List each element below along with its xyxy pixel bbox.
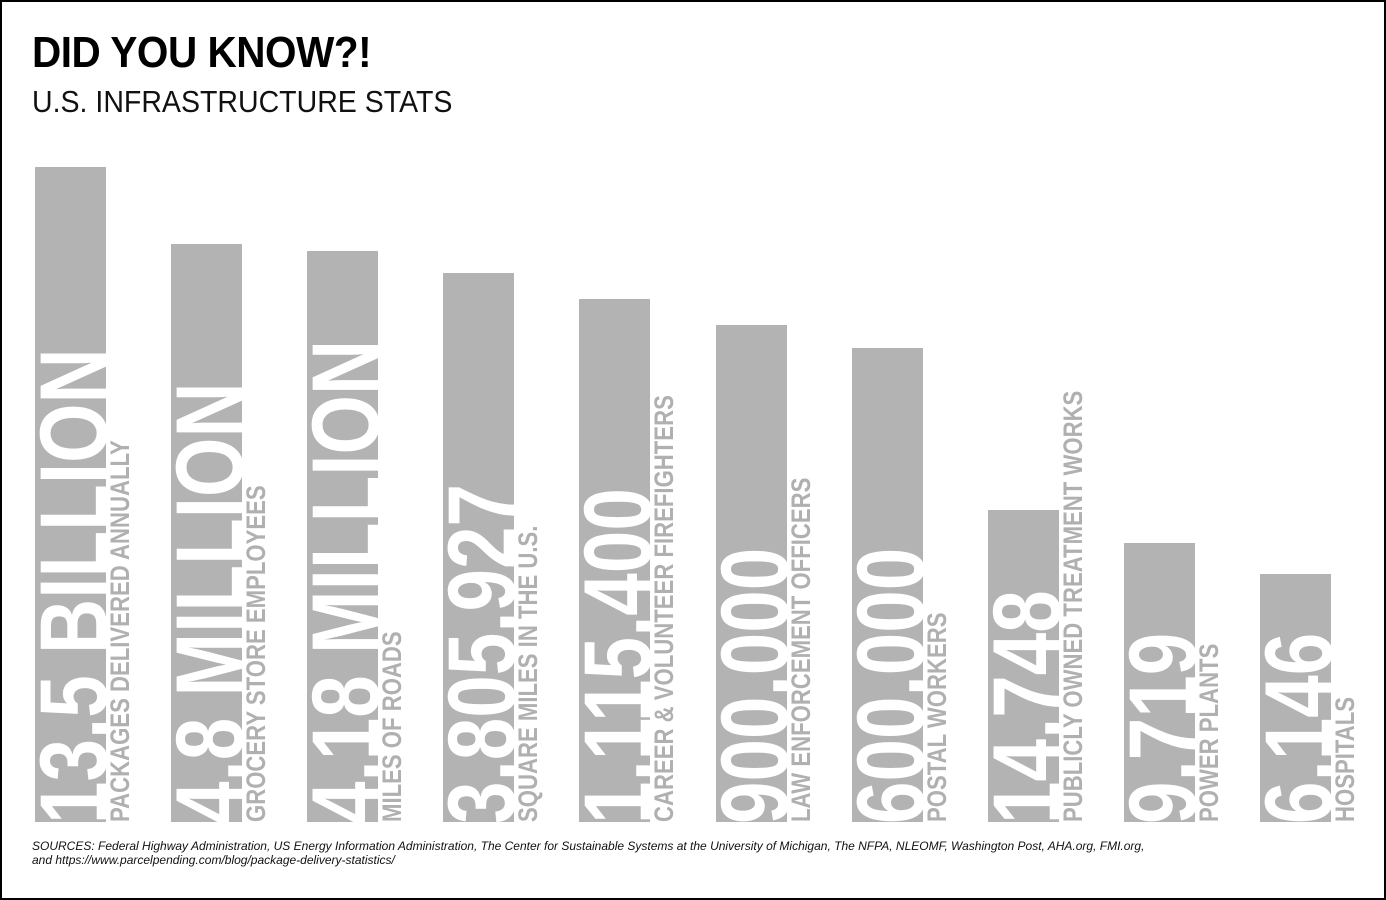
- bar: 9,719: [1124, 543, 1195, 822]
- page-subtitle: U.S. INFRASTRUCTURE STATS: [32, 84, 453, 119]
- bar-value-label: 4.8 MILLION: [171, 382, 242, 822]
- bar-category-label: SQUARE MILES IN THE U.S.: [513, 525, 543, 822]
- bar-value-label: 3,805,927: [443, 483, 514, 822]
- bar-category-label: PUBLICLY OWNED TREATMENT WORKS: [1058, 390, 1088, 822]
- bar: 900,000: [716, 325, 787, 822]
- bar: 14,748: [988, 510, 1059, 822]
- bar-category-label: POSTAL WORKERS: [922, 612, 952, 822]
- bar-category-label: HOSPITALS: [1330, 696, 1360, 822]
- sources-line-1: SOURCES: Federal Highway Administration,…: [32, 839, 1145, 853]
- bar-category-label: LAW ENFORCEMENT OFFICERS: [786, 477, 816, 822]
- bar-value-label: 1,115,400: [579, 488, 650, 822]
- bar: 13.5 BILLION: [35, 167, 106, 822]
- sources-note: SOURCES: Federal Highway Administration,…: [32, 839, 1232, 867]
- bar-category-label: GROCERY STORE EMPLOYEES: [241, 485, 271, 822]
- bar-category-label: POWER PLANTS: [1194, 643, 1224, 822]
- bar: 4.18 MILLION: [307, 251, 378, 822]
- bar-value-label: 600,000: [852, 547, 923, 822]
- bar-value-label: 900,000: [716, 547, 787, 822]
- bar-value-label: 4.18 MILLION: [307, 339, 378, 822]
- bar: 4.8 MILLION: [171, 244, 242, 822]
- bar: 6,146: [1260, 574, 1331, 822]
- bar-category-label: MILES OF ROADS: [377, 631, 407, 822]
- bar-value-label: 13.5 BILLION: [35, 348, 106, 822]
- bar: 1,115,400: [579, 299, 650, 822]
- bar-value-label: 14,748: [988, 590, 1059, 822]
- bar: 600,000: [852, 348, 923, 822]
- sources-line-2: and https://www.parcelpending.com/blog/p…: [32, 853, 395, 867]
- bar-value-label: 6,146: [1260, 632, 1331, 822]
- bar-category-label: PACKAGES DELIVERED ANNUALLY: [105, 440, 135, 822]
- page-title: DID YOU KNOW?!: [32, 28, 372, 77]
- bar-category-label: CAREER & VOLUNTEER FIREFIGHTERS: [649, 395, 679, 822]
- bar: 3,805,927: [443, 273, 514, 822]
- bar-value-label: 9,719: [1124, 632, 1195, 822]
